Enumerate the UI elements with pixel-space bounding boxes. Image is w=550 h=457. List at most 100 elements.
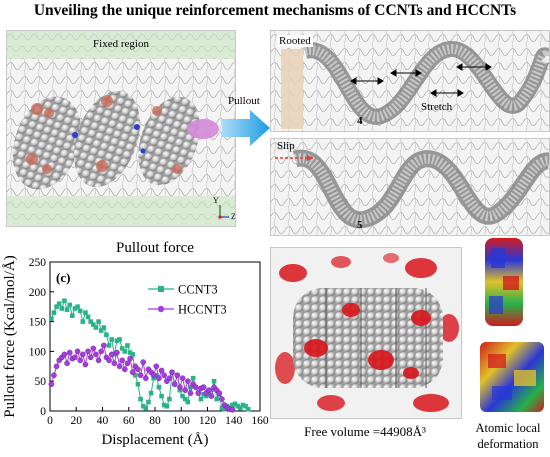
data-point-hccnt3 [64,360,70,367]
data-point-hccnt3 [192,384,199,390]
data-point-ccnt3 [148,390,154,396]
data-point-ccnt3 [70,313,75,318]
data-point-ccnt3 [159,393,164,399]
chart-heading: Pullout force [116,240,194,256]
axes-triad [218,205,229,219]
data-point-hccnt3 [161,372,167,379]
data-point-ccnt3 [177,387,183,393]
data-point-ccnt3 [51,310,57,315]
data-point-hccnt3 [111,360,118,367]
data-point-ccnt3 [91,322,96,327]
data-point-ccnt3 [119,346,125,351]
free-volume-svg [271,248,461,418]
data-point-hccnt3 [206,387,212,393]
y-tick-label: 0 [40,406,46,418]
data-point-hccnt3 [150,372,157,379]
y-tick-label: 250 [29,257,47,269]
data-point-ccnt3 [232,401,238,407]
data-point-hccnt3 [169,369,175,376]
data-point-hccnt3 [153,363,160,370]
data-point-hccnt3 [182,387,188,393]
data-point-hccnt3 [158,367,165,374]
deformation-map-top [483,236,525,328]
data-point-ccnt3 [49,316,54,321]
fixed-region-top [7,31,235,59]
data-point-ccnt3 [77,308,83,314]
legend-label: CCNT3 [178,283,218,297]
data-point-hccnt3 [185,378,191,384]
data-point-ccnt3 [122,349,128,354]
data-point-hccnt3 [82,361,89,368]
data-point-hccnt3 [156,375,162,382]
x-axis-label: Displacement (Å) [101,432,208,448]
data-point-hccnt3 [119,357,125,364]
figure-title: Unveiling the unique reinforcement mecha… [33,2,517,19]
data-point-ccnt3 [62,298,67,304]
data-point-ccnt3 [59,306,65,311]
data-point-ccnt3 [80,319,86,324]
data-point-ccnt3 [138,396,143,402]
main-simulation-svg [7,31,235,226]
data-point-hccnt3 [61,351,68,358]
x-tick-label: 40 [97,415,109,427]
data-point-hccnt3 [51,372,57,379]
rooted-region [281,49,303,129]
data-point-ccnt3 [125,343,130,348]
x-tick-label: 120 [199,415,217,427]
data-point-ccnt3 [85,314,91,320]
data-point-ccnt3 [164,403,170,409]
panel-5-number: 5 [357,219,363,231]
data-point-hccnt3 [140,359,146,365]
data-point-hccnt3 [137,372,144,379]
data-point-ccnt3 [161,402,167,408]
x-tick-label: 140 [225,415,243,427]
data-point-hccnt3 [101,342,107,349]
data-point-hccnt3 [143,375,149,382]
pullout-arrow [222,110,270,146]
data-point-ccnt3 [219,405,225,411]
free-volume-panel [270,247,462,419]
pullout-force-chart: 0 20 40 60 80 100 120 140 160 0 50 100 150 200 250 Disp… [2,256,269,448]
data-point-ccnt3 [75,304,80,309]
data-point-ccnt3 [185,399,191,405]
data-point-hccnt3 [229,407,236,413]
x-tick-label: 0 [47,415,53,427]
data-point-ccnt3 [182,396,188,402]
data-point-hccnt3 [116,363,123,370]
y-tick-label: 150 [29,317,47,329]
deformation-caption-line2: deformation [477,437,539,451]
data-point-ccnt3 [188,384,193,390]
data-point-ccnt3 [211,378,217,384]
data-point-hccnt3 [200,384,207,390]
data-point-hccnt3 [90,345,97,352]
data-point-ccnt3 [140,403,146,409]
legend-marker [158,286,164,292]
stretch-label: Stretch [421,101,453,113]
data-point-hccnt3 [166,375,173,382]
data-point-ccnt3 [135,381,141,387]
data-point-ccnt3 [240,402,246,408]
data-point-ccnt3 [83,310,88,315]
data-point-hccnt3 [216,390,223,396]
data-point-hccnt3 [195,390,202,396]
data-point-ccnt3 [167,396,172,402]
data-point-hccnt3 [53,363,60,370]
y-axis-label: Pullout force (Kcal/mol/Å) [2,256,18,418]
main-simulation-panel: Fixed region Y Z [6,30,236,227]
data-point-hccnt3 [187,390,194,396]
x-tick-label: 100 [173,415,191,427]
data-point-ccnt3 [201,392,206,397]
plot-frame [49,261,261,412]
data-point-ccnt3 [230,402,235,408]
data-point-hccnt3 [80,351,86,358]
data-point-ccnt3 [243,403,248,409]
x-tick-label: 20 [71,415,83,427]
data-point-ccnt3 [245,406,251,412]
panel-4-number: 4 [357,115,363,127]
data-point-ccnt3 [222,406,227,412]
slip-snapshot-panel: Slip 5 [270,138,550,236]
data-point-ccnt3 [98,328,104,333]
data-point-hccnt3 [66,349,73,356]
data-point-hccnt3 [177,384,183,390]
data-point-hccnt3 [77,357,83,364]
